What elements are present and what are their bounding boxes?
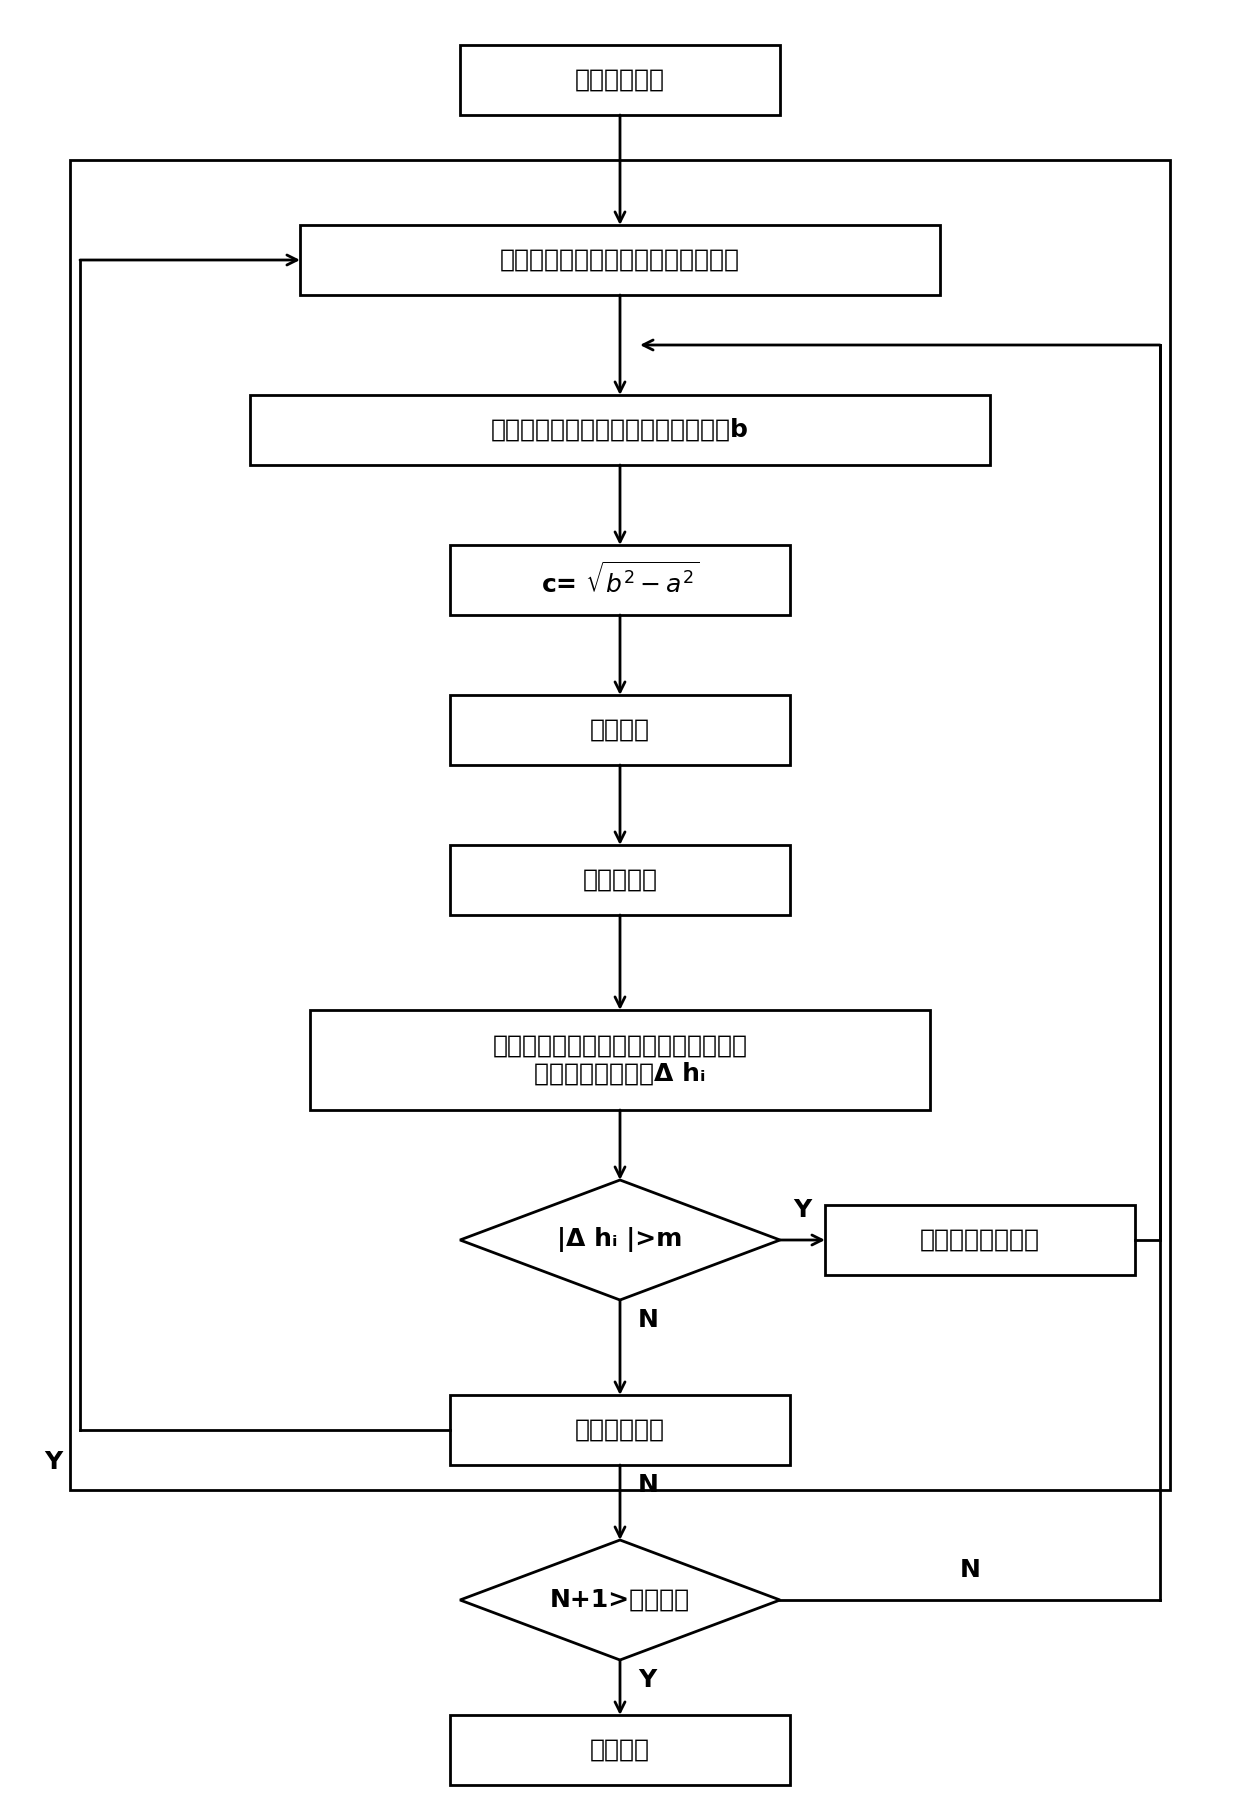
FancyBboxPatch shape: [450, 1715, 790, 1785]
Text: c= $\sqrt{b^2-a^2}$: c= $\sqrt{b^2-a^2}$: [541, 562, 699, 598]
Text: N: N: [639, 1308, 658, 1333]
Text: 降噪处理: 降噪处理: [590, 719, 650, 742]
Text: Y: Y: [43, 1450, 62, 1473]
Text: N: N: [960, 1558, 981, 1581]
Text: |Δ hᵢ |>m: |Δ hᵢ |>m: [557, 1228, 683, 1252]
Text: Y: Y: [639, 1668, 656, 1691]
Text: N: N: [639, 1473, 658, 1497]
FancyBboxPatch shape: [825, 1205, 1135, 1275]
FancyBboxPatch shape: [450, 845, 790, 915]
FancyBboxPatch shape: [450, 1396, 790, 1464]
Text: 处理后的数据到基材的实测高度与当前
层理论高度的差值Δ hᵢ: 处理后的数据到基材的实测高度与当前 层理论高度的差值Δ hᵢ: [492, 1034, 748, 1086]
Text: 稀疏化处理: 稀疏化处理: [583, 868, 657, 891]
FancyBboxPatch shape: [69, 160, 1171, 1489]
FancyBboxPatch shape: [300, 225, 940, 295]
FancyBboxPatch shape: [450, 546, 790, 614]
Text: 重新规划填充轨迹: 重新规划填充轨迹: [920, 1228, 1040, 1252]
FancyBboxPatch shape: [310, 1010, 930, 1109]
Text: Y: Y: [794, 1198, 812, 1223]
Text: 完成制造: 完成制造: [590, 1738, 650, 1761]
FancyBboxPatch shape: [250, 394, 990, 465]
Text: 分层切片、扫描填充、设置打印参数: 分层切片、扫描填充、设置打印参数: [500, 249, 740, 272]
FancyBboxPatch shape: [450, 695, 790, 765]
Polygon shape: [460, 1180, 780, 1300]
Text: 判断是否开裂: 判断是否开裂: [575, 1417, 665, 1443]
FancyBboxPatch shape: [460, 45, 780, 115]
Text: N+1>设定层数: N+1>设定层数: [549, 1588, 691, 1612]
Polygon shape: [460, 1540, 780, 1661]
Text: 同步送粉增材制造，并进行数据采集b: 同步送粉增材制造，并进行数据采集b: [491, 418, 749, 441]
Text: 零件三维建模: 零件三维建模: [575, 68, 665, 92]
